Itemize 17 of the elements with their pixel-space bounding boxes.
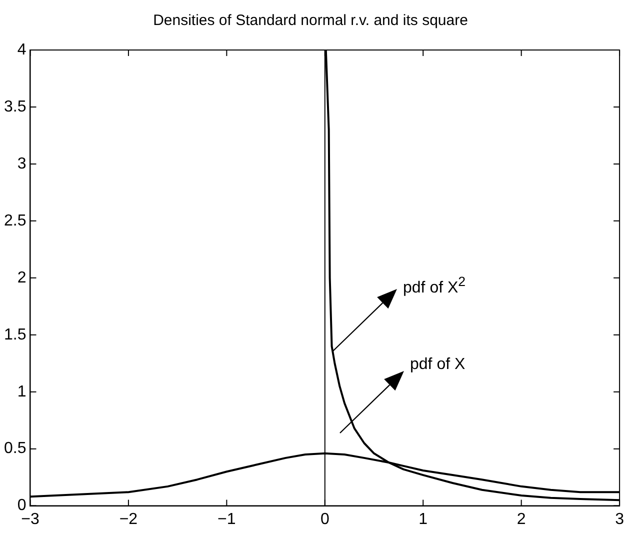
x-tick-label: 1 <box>418 510 428 528</box>
x-tick-label: 3 <box>615 510 624 528</box>
y-tick-label: 3.5 <box>4 98 26 116</box>
y-tick-label: 1.5 <box>4 326 26 344</box>
y-tick-label: 3 <box>17 155 26 172</box>
chart-title: Densities of Standard normal r.v. and its square <box>153 12 468 30</box>
x-tick-label: 0 <box>320 510 330 528</box>
y-tick-label: 0.5 <box>4 440 26 458</box>
annotation: pdf of X <box>410 356 466 373</box>
x-tick-label: 2 <box>516 510 526 528</box>
y-tick-label: 4 <box>17 41 26 58</box>
y-tick-label: 1 <box>17 383 26 400</box>
y-tick-label: 2 <box>17 269 26 286</box>
y-tick-label: 2.5 <box>4 212 26 230</box>
x-tick-label: −1 <box>218 510 236 528</box>
x-tick-label: −2 <box>119 510 138 528</box>
annotation: pdf of X$^{2}$ <box>403 274 466 296</box>
